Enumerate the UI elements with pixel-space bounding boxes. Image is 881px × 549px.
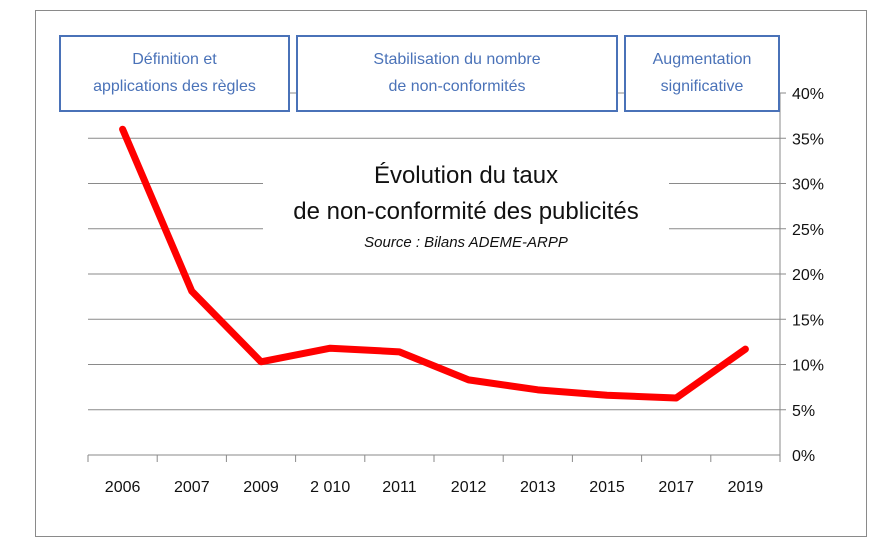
phase-label-line1: Définition et	[132, 51, 217, 68]
x-tick-label: 2013	[520, 479, 556, 496]
phase-box-definition: Définition et applications des règles	[59, 35, 290, 112]
chart-title-line1: Évolution du taux	[373, 162, 559, 189]
y-tick-label: 40%	[792, 86, 824, 103]
chart-title-block: Évolution du taux de non-conformité des …	[263, 158, 669, 268]
y-tick-label: 25%	[792, 222, 824, 239]
x-tick-label: 2 010	[310, 479, 350, 496]
y-tick-label: 30%	[792, 177, 824, 194]
phase-label-line2: significative	[660, 78, 744, 95]
y-tick-label: 5%	[792, 403, 815, 420]
x-tick-label: 2015	[589, 479, 625, 496]
phase-box-augmentation: Augmentation significative	[624, 35, 780, 112]
phase-label-line2: applications des règles	[93, 78, 256, 95]
y-tick-label: 20%	[792, 267, 824, 284]
series-line	[119, 125, 749, 402]
chart-frame	[35, 10, 867, 537]
x-tick-label: 2012	[451, 479, 487, 496]
x-tick-label: 2019	[728, 479, 764, 496]
phase-box-stabilisation: Stabilisation du nombre de non-conformit…	[296, 35, 618, 112]
phase-label-line1: Augmentation	[652, 51, 752, 68]
x-tick-label: 2007	[174, 479, 210, 496]
chart-title-line2: de non-conformité des publicités	[293, 198, 639, 225]
phase-label-line1: Stabilisation du nombre	[373, 51, 541, 68]
x-tick-label: 2009	[243, 479, 279, 496]
phase-label-line2: de non-conformités	[388, 78, 526, 95]
x-tick-label: 2011	[382, 479, 417, 496]
y-tick-label: 35%	[792, 131, 824, 148]
y-tick-label: 0%	[792, 448, 815, 465]
y-tick-label: 15%	[792, 312, 824, 329]
x-tick-label: 2006	[105, 479, 141, 496]
x-tick-label: 2017	[658, 479, 694, 496]
y-tick-label: 10%	[792, 358, 824, 375]
chart-source: Source : Bilans ADEME-ARPP	[364, 234, 568, 251]
